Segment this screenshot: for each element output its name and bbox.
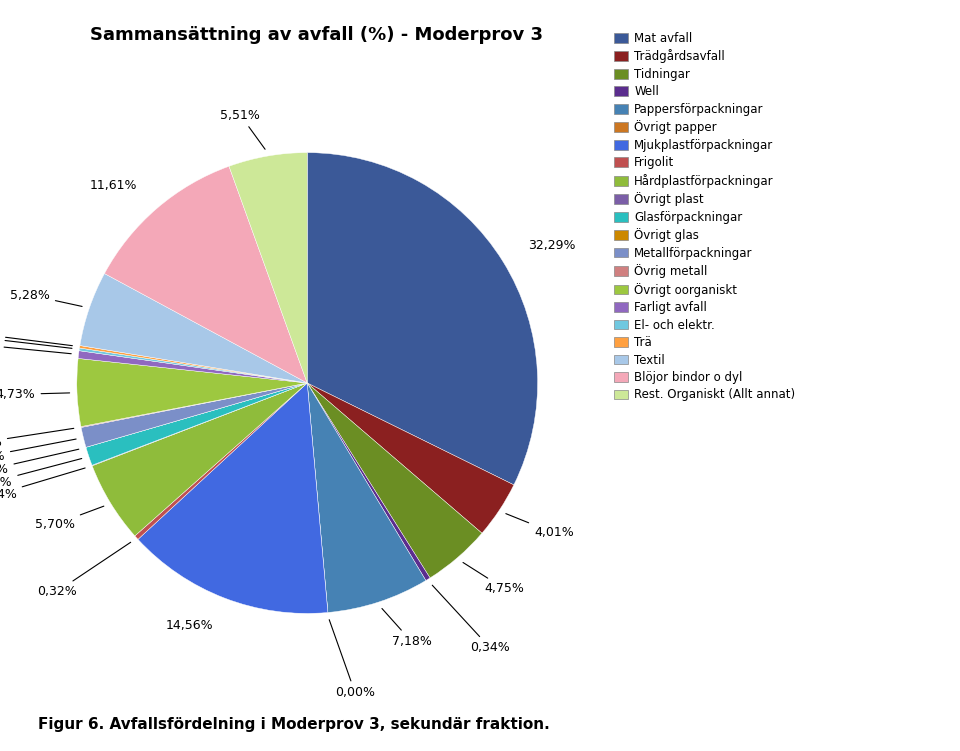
Text: 0,54%: 0,54% [0, 338, 71, 354]
Wedge shape [81, 383, 307, 427]
Wedge shape [307, 383, 430, 581]
Text: 5,28%: 5,28% [10, 288, 83, 306]
Wedge shape [92, 383, 307, 466]
Text: Sammansättning av avfall (%) - Moderprov 3: Sammansättning av avfall (%) - Moderprov… [90, 26, 543, 44]
Wedge shape [138, 383, 328, 614]
Wedge shape [307, 383, 328, 613]
Text: 0,06%: 0,06% [0, 428, 74, 449]
Text: 0,00%: 0,00% [0, 449, 79, 476]
Wedge shape [105, 166, 307, 383]
Text: 0,19%: 0,19% [0, 331, 72, 348]
Text: 0,17%: 0,17% [0, 327, 72, 345]
Text: 32,29%: 32,29% [528, 239, 576, 252]
Wedge shape [134, 383, 307, 539]
Text: 4,01%: 4,01% [506, 514, 574, 539]
Text: 11,61%: 11,61% [90, 179, 137, 192]
Text: 0,04%: 0,04% [0, 468, 85, 501]
Wedge shape [77, 358, 307, 427]
Text: 1,31%: 1,31% [0, 459, 82, 488]
Wedge shape [78, 351, 307, 383]
Legend: Mat avfall, Trädgårdsavfall, Tidningar, Well, Pappersförpackningar, Övrigt pappe: Mat avfall, Trädgårdsavfall, Tidningar, … [611, 29, 799, 405]
Text: 14,56%: 14,56% [166, 620, 214, 632]
Wedge shape [307, 383, 426, 613]
Wedge shape [307, 152, 538, 485]
Wedge shape [80, 273, 307, 383]
Text: 0,32%: 0,32% [36, 542, 131, 599]
Wedge shape [79, 348, 307, 383]
Text: 7,18%: 7,18% [382, 608, 431, 648]
Text: Figur 6. Avfallsfördelning i Moderprov 3, sekundär fraktion.: Figur 6. Avfallsfördelning i Moderprov 3… [38, 717, 550, 732]
Text: 5,70%: 5,70% [35, 506, 104, 531]
Wedge shape [307, 383, 482, 578]
Wedge shape [82, 383, 307, 448]
Text: 4,73%: 4,73% [0, 388, 70, 401]
Wedge shape [80, 345, 307, 383]
Wedge shape [92, 383, 307, 536]
Wedge shape [307, 383, 514, 533]
Text: 1,41%: 1,41% [0, 439, 76, 463]
Text: 0,00%: 0,00% [329, 620, 375, 699]
Wedge shape [229, 152, 307, 383]
Text: 5,51%: 5,51% [221, 109, 265, 149]
Text: 0,34%: 0,34% [432, 585, 510, 654]
Wedge shape [86, 383, 307, 466]
Text: 4,75%: 4,75% [463, 562, 524, 596]
Wedge shape [86, 383, 307, 448]
